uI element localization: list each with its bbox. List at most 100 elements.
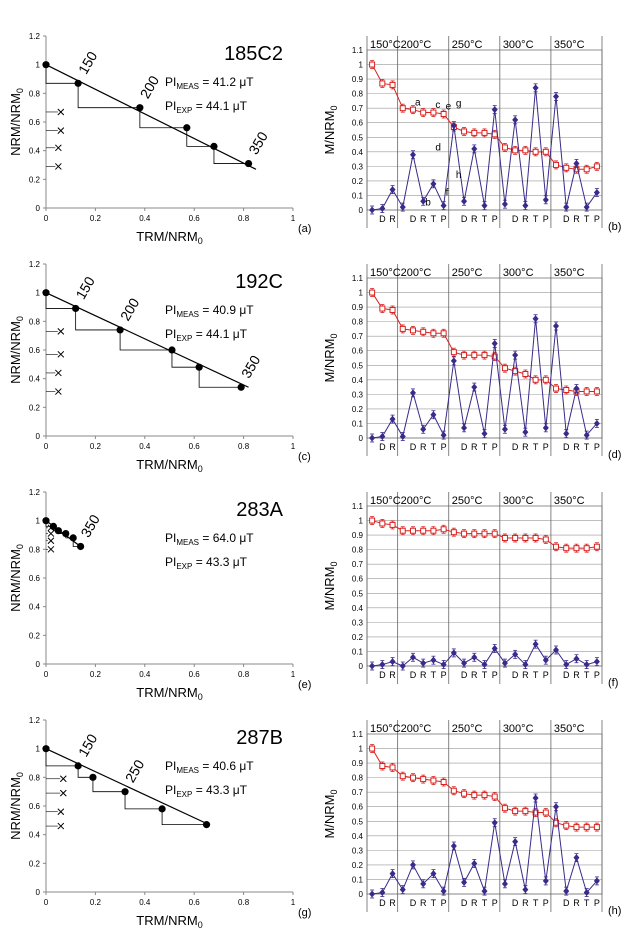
y-tick-label: 0.4 bbox=[352, 604, 364, 613]
data-point bbox=[583, 889, 590, 897]
category-label: R bbox=[389, 670, 396, 680]
data-point bbox=[244, 159, 253, 168]
data-point bbox=[522, 371, 529, 377]
data-point bbox=[430, 180, 437, 188]
pi-exp: PIEXP = 44.1 μT bbox=[165, 327, 248, 343]
data-point bbox=[593, 189, 600, 197]
panel-label: (g) bbox=[298, 907, 311, 919]
data-point bbox=[512, 351, 519, 359]
y-axis-label-main: NRM/NRM bbox=[8, 321, 23, 384]
y-tick-label: 1 bbox=[36, 745, 41, 754]
data-point bbox=[532, 809, 539, 816]
step-line bbox=[45, 64, 79, 84]
category-label: R bbox=[471, 670, 478, 680]
x-axis-label-main: TRM/NRM bbox=[136, 457, 197, 472]
y-tick-label: 0 bbox=[359, 434, 364, 443]
data-point bbox=[491, 339, 498, 347]
pi-value: 43.3 μT bbox=[206, 555, 248, 569]
annotation-letter: g bbox=[456, 99, 462, 110]
data-point bbox=[430, 411, 437, 419]
panel-label: (b) bbox=[608, 221, 621, 233]
data-point bbox=[563, 661, 570, 669]
pi-value: 40.6 μT bbox=[213, 759, 255, 773]
data-point bbox=[369, 61, 376, 68]
x-axis-label-sub: 0 bbox=[198, 920, 203, 930]
data-point bbox=[440, 779, 447, 785]
x-axis-label: TRM/NRM0 bbox=[136, 913, 202, 930]
step-line bbox=[75, 308, 121, 331]
category-label: T bbox=[431, 442, 437, 452]
annotation-letter: h bbox=[456, 170, 462, 181]
data-point bbox=[379, 661, 386, 669]
data-point bbox=[501, 659, 508, 667]
y-tick-label: 0.9 bbox=[352, 759, 364, 768]
data-point bbox=[42, 289, 50, 297]
y-tick-label: 0.2 bbox=[352, 633, 364, 642]
y-tick-label: 0.3 bbox=[352, 162, 364, 171]
category-label: P bbox=[492, 214, 498, 224]
data-point bbox=[76, 542, 85, 551]
category-label: D bbox=[512, 898, 519, 908]
pi-subscript: MEAS bbox=[176, 82, 199, 91]
y-tick-label: 0 bbox=[36, 660, 41, 669]
ptrm-cross bbox=[54, 144, 62, 152]
data-point bbox=[553, 803, 560, 811]
data-point bbox=[74, 79, 82, 87]
pi-exp: PIEXP = 43.3 μT bbox=[165, 555, 248, 571]
plot-frame bbox=[366, 733, 603, 895]
category-label: T bbox=[482, 670, 488, 680]
data-point bbox=[532, 535, 539, 541]
panel-a: 0 0.2 0.4 0.6 0.8 1 1.2 0 0.2 0.4 0.6 0.8 1 150 200 350… bbox=[8, 32, 311, 246]
panel-label: (f) bbox=[608, 677, 618, 689]
data-point bbox=[532, 84, 539, 92]
category-label: T bbox=[533, 214, 539, 224]
data-point bbox=[471, 129, 478, 136]
annotation-letter: e bbox=[446, 102, 452, 113]
data-point bbox=[369, 206, 376, 214]
x-tick-label: 0.2 bbox=[90, 670, 102, 679]
y-tick-label: 0 bbox=[359, 890, 364, 899]
data-point bbox=[42, 745, 50, 753]
y-tick-label: 1 bbox=[36, 61, 41, 70]
x-tick-label: 0.8 bbox=[238, 214, 250, 223]
panel-d: 0 0.1 0.2 0.3 0.4 0.5 0.6 0.7 0.8 0.9 1 1.1 150°C 200… bbox=[322, 264, 621, 461]
series-line bbox=[371, 748, 597, 828]
y-tick-label: 1.2 bbox=[29, 716, 41, 725]
pi-label: PI bbox=[165, 99, 176, 113]
temp-label: 200 bbox=[137, 73, 163, 101]
x-tick-label: 0.4 bbox=[139, 898, 151, 907]
step-line bbox=[45, 748, 79, 767]
category-label: R bbox=[389, 214, 396, 224]
data-point bbox=[369, 289, 376, 296]
ptrm-cross bbox=[57, 108, 65, 116]
pi-equals: = bbox=[199, 531, 213, 545]
y-tick-label: 0.6 bbox=[352, 119, 364, 128]
data-point bbox=[593, 163, 600, 170]
data-point bbox=[369, 745, 376, 752]
y-tick-label: 1.1 bbox=[352, 502, 364, 511]
ptrm-cross bbox=[47, 545, 55, 553]
data-point bbox=[369, 890, 376, 898]
x-axis-label: TRM/NRM0 bbox=[136, 685, 202, 702]
pi-label: PI bbox=[165, 75, 176, 89]
category-label: R bbox=[573, 214, 580, 224]
data-point bbox=[512, 808, 519, 815]
data-point bbox=[512, 535, 519, 541]
pi-meas: PIMEAS = 41.2 μT bbox=[165, 75, 254, 91]
x-tick-label: 0.4 bbox=[139, 670, 151, 679]
data-point bbox=[69, 534, 77, 542]
x-tick-label: 0 bbox=[44, 898, 49, 907]
pi-label: PI bbox=[165, 759, 176, 773]
category-label: D bbox=[379, 214, 386, 224]
y-tick-label: 0 bbox=[359, 206, 364, 215]
y-axis-label: M/NRM0 bbox=[322, 333, 339, 382]
y-tick-label: 0 bbox=[36, 432, 41, 441]
data-point bbox=[471, 530, 478, 537]
data-point bbox=[389, 307, 396, 313]
data-point bbox=[369, 434, 376, 442]
data-point bbox=[593, 388, 600, 395]
y-tick-label: 0.6 bbox=[29, 574, 41, 583]
pi-subscript: EXP bbox=[176, 334, 192, 343]
step-line bbox=[171, 350, 200, 368]
